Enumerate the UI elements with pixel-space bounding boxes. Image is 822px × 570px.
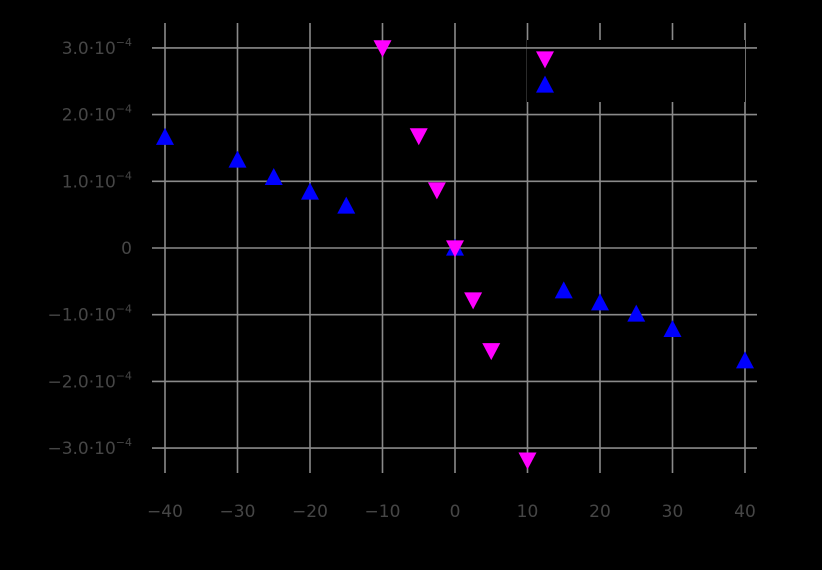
triangle-up-marker <box>554 281 573 299</box>
x-tick-label: −10 <box>365 502 401 522</box>
triangle-up-marker <box>156 127 174 145</box>
y-tick-label: 3.0·10−4 <box>62 36 132 59</box>
x-tick-label: −20 <box>292 502 328 522</box>
triangle-up-marker <box>264 167 283 185</box>
triangle-down-marker <box>464 292 483 310</box>
x-tick-label: 0 <box>450 502 461 522</box>
x-tick-label: −40 <box>147 502 183 522</box>
triangle-down-marker <box>518 452 537 470</box>
triangle-down-marker <box>446 240 464 258</box>
y-axis-tick-labels: 3.0·10−4 2.0·10−4 1.0·10−4 0 −1.0·10−4 −2.0·1… <box>47 36 132 459</box>
triangle-down-marker <box>427 182 446 200</box>
triangle-up-marker <box>301 182 319 200</box>
data-points <box>156 40 754 470</box>
y-tick-label: 0 <box>121 239 132 259</box>
legend-box <box>527 40 745 102</box>
triangle-down-marker <box>482 343 501 361</box>
legend <box>527 40 745 102</box>
triangle-up-marker <box>736 351 754 369</box>
legend-marker-triangle-up <box>536 75 554 93</box>
y-tick-label: 1.0·10−4 <box>62 169 132 192</box>
x-tick-label: 10 <box>517 502 539 522</box>
y-tick-label: −1.0·10−4 <box>47 303 132 326</box>
x-tick-label: 20 <box>589 502 611 522</box>
triangle-up-marker <box>228 150 247 168</box>
x-tick-label: 30 <box>662 502 684 522</box>
x-axis-tick-labels: −40 −30 −20 −10 0 10 20 30 40 <box>147 502 756 522</box>
triangle-up-marker <box>591 293 609 311</box>
triangle-up-marker <box>663 320 682 338</box>
legend-marker-triangle-down <box>536 51 554 69</box>
x-tick-label: 40 <box>734 502 756 522</box>
triangle-up-marker <box>337 196 356 214</box>
triangle-down-marker <box>373 40 392 58</box>
y-tick-label: −3.0·10−4 <box>47 436 132 459</box>
y-tick-label: 2.0·10−4 <box>62 103 132 126</box>
triangle-up-marker <box>627 304 646 322</box>
y-tick-label: −2.0·10−4 <box>47 369 132 392</box>
triangle-down-marker <box>409 128 428 146</box>
x-tick-label: −30 <box>220 502 256 522</box>
